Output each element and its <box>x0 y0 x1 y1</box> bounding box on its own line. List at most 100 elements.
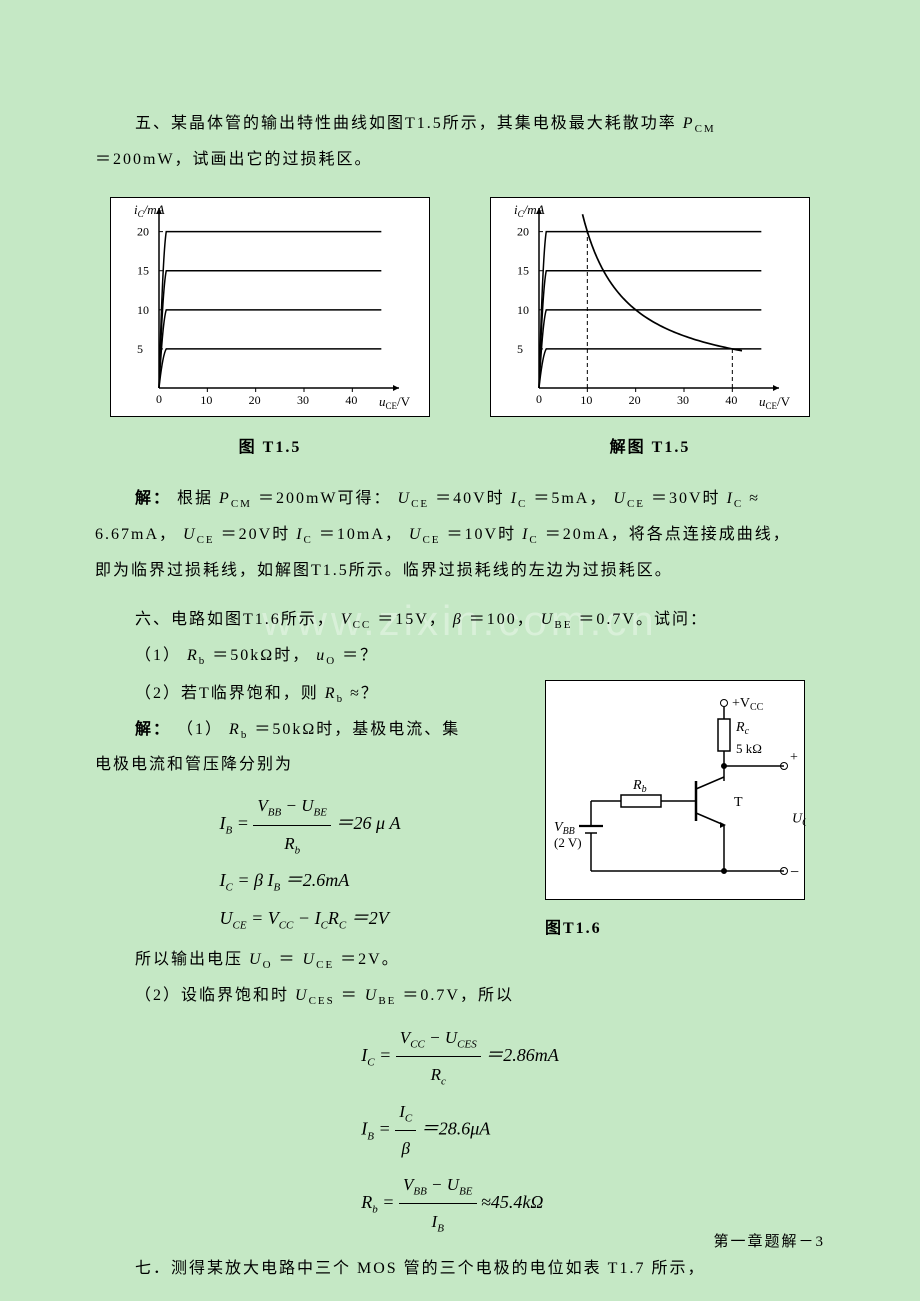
s6-ov: ＝2V。 <box>340 951 400 968</box>
p6-ubev: ＝0.7V。试问： <box>578 611 708 628</box>
p6-q1e: ＝？ <box>342 647 378 664</box>
s6-uce: U <box>303 951 317 968</box>
s6-p2e: ＝ <box>341 987 359 1004</box>
sol5-p: P <box>219 490 231 507</box>
s6-rb: R <box>229 721 241 738</box>
chart-right-label: 解图 T1.5 <box>475 433 825 457</box>
eq-block-1: IB = VBB − UBE Rb ＝26 μ A IC = β IB ＝2.6… <box>95 788 525 938</box>
circuit-svg: +VCCRc5 kΩ+TRbVBB(2 V)−UO <box>546 681 806 901</box>
s6-p2i: （2）设临界饱和时 <box>135 987 289 1004</box>
sol5-i1: I <box>511 490 518 507</box>
eq1-n2: U <box>301 796 313 815</box>
s6-ot: 所以输出电压 <box>135 951 243 968</box>
s6-uces: CE <box>316 959 334 971</box>
sol5-ps: CM <box>231 498 252 510</box>
chart-right-svg: 0102030405101520iC/mAuCE/V <box>491 198 811 418</box>
charts-row: 0102030405101520iC/mAuCE/V 图 T1.5 010203… <box>95 197 825 457</box>
solution5-line3: 即为临界过损耗线，如解图T1.5所示。临界过损耗线的左边为过损耗区。 <box>95 557 825 586</box>
p6-vccv: ＝15V， <box>377 611 447 628</box>
eq3-r1s: CC <box>279 920 294 932</box>
svg-text:10: 10 <box>200 393 212 407</box>
eq-block-2-inner: IC = VCC − UCES Rc ＝2.86mA IB = IC β ＝28… <box>361 1020 558 1241</box>
sol5-i1s: C <box>518 498 527 510</box>
eq3-r1: V <box>268 908 279 928</box>
p5-pcm-sub: CM <box>695 123 716 135</box>
svg-text:30: 30 <box>677 393 689 407</box>
solution6-output: 所以输出电压 UO ＝ UCE ＝2V。 <box>95 946 825 976</box>
sol5-e: ＝30V时 <box>651 490 721 507</box>
svg-text:0: 0 <box>156 392 162 406</box>
sol5-u1: U <box>398 490 412 507</box>
eq2-r1: β I <box>254 870 273 890</box>
sol5-b: ＝200mW可得： <box>258 490 392 507</box>
p6-q2e: ≈？ <box>350 685 379 702</box>
p6-q1v: ＝50kΩ时， <box>212 647 310 664</box>
eq3-lhss: CE <box>233 920 247 932</box>
problem5-line2: ＝200mW，试画出它的过损耗区。 <box>95 146 825 175</box>
eq6-n1s: BB <box>413 1185 426 1197</box>
eq1-n1s: BB <box>268 807 281 819</box>
eq4-frac: VCC − UCES Rc <box>396 1020 481 1094</box>
s6-uces2: U <box>295 987 309 1004</box>
eq3-r2s: C <box>321 920 328 932</box>
p6-q1: （1） <box>135 647 181 664</box>
svg-text:T: T <box>734 795 743 810</box>
svg-text:10: 10 <box>517 303 529 317</box>
eq1-lhss: B <box>226 825 233 837</box>
circuit-left: （2）若T临界饱和，则 Rb ≈？ 解： （1） Rb ＝50kΩ时，基极电流、… <box>95 680 525 946</box>
eq1-n2s: BE <box>314 807 327 819</box>
s6-ubes: BE <box>378 995 396 1007</box>
s6-rbs: b <box>241 729 249 741</box>
svg-text:20: 20 <box>629 393 641 407</box>
sol5-i2: I <box>727 490 734 507</box>
eq1-frac: VBB − UBE Rb <box>253 788 331 862</box>
eq3-r: ＝2V <box>351 908 389 928</box>
svg-text:5: 5 <box>137 342 143 356</box>
s6-prefix: 解： <box>135 721 171 738</box>
solution6-p2: （2）设临界饱和时 UCES ＝ UBE ＝0.7V，所以 <box>95 982 825 1012</box>
svg-text:−: − <box>790 864 799 881</box>
p6-ubes: BE <box>554 619 572 631</box>
sol5-i3s: C <box>304 534 313 546</box>
p6-vccs: CC <box>353 619 372 631</box>
eq-block-2: IC = VCC − UCES Rc ＝2.86mA IB = IC β ＝28… <box>95 1020 825 1241</box>
svg-text:UO: UO <box>792 811 806 828</box>
s6-p1a: ＝50kΩ时，基极电流、集 <box>254 721 460 738</box>
svg-text:15: 15 <box>517 264 529 278</box>
s6-p2v: ＝0.7V，所以 <box>402 987 514 1004</box>
eq5-ns: C <box>405 1112 412 1124</box>
sol5-prefix: 解： <box>135 490 171 507</box>
s6-uces2s: CES <box>309 995 335 1007</box>
svg-text:uCE/V: uCE/V <box>379 394 411 411</box>
eq1-d: R <box>284 834 294 853</box>
eq6-lhss: b <box>372 1204 378 1216</box>
sol5-u4: U <box>409 526 423 543</box>
svg-text:(2 V): (2 V) <box>554 835 582 850</box>
sol5-i4s: C <box>529 534 538 546</box>
eq6-n1: V <box>403 1175 413 1194</box>
chart-left-label: 图 T1.5 <box>95 433 445 457</box>
eq2-lhss: C <box>226 882 233 894</box>
svg-text:20: 20 <box>517 224 529 238</box>
sol5-2a: 6.67mA， <box>95 526 177 543</box>
sol5-u2: U <box>613 490 627 507</box>
circuit-box: +VCCRc5 kΩ+TRbVBB(2 V)−UO <box>545 680 805 900</box>
eq4-ds: c <box>441 1076 446 1088</box>
sol5-2e: ＝20mA，将各点连接成曲线， <box>545 526 791 543</box>
eq4-n2s: CES <box>457 1038 477 1050</box>
sol5-u2s: CE <box>627 498 645 510</box>
s6-p1i: （1） <box>177 721 223 738</box>
eq6-r: ≈45.4kΩ <box>481 1192 543 1212</box>
svg-text:+: + <box>790 750 798 765</box>
svg-text:20: 20 <box>137 224 149 238</box>
chart-right-wrap: 0102030405101520iC/mAuCE/V 解图 T1.5 <box>475 197 825 457</box>
p6-ube: U <box>541 611 555 628</box>
eq3-r3: R <box>328 908 339 928</box>
p6-uo: u <box>316 647 326 664</box>
svg-text:0: 0 <box>536 392 542 406</box>
eq2-r1s: B <box>273 882 280 894</box>
p6-uos: O <box>326 655 336 667</box>
eq6-lhs: R <box>361 1192 372 1212</box>
sol5-c: ＝40V时 <box>435 490 505 507</box>
s6-uo: U <box>249 951 263 968</box>
